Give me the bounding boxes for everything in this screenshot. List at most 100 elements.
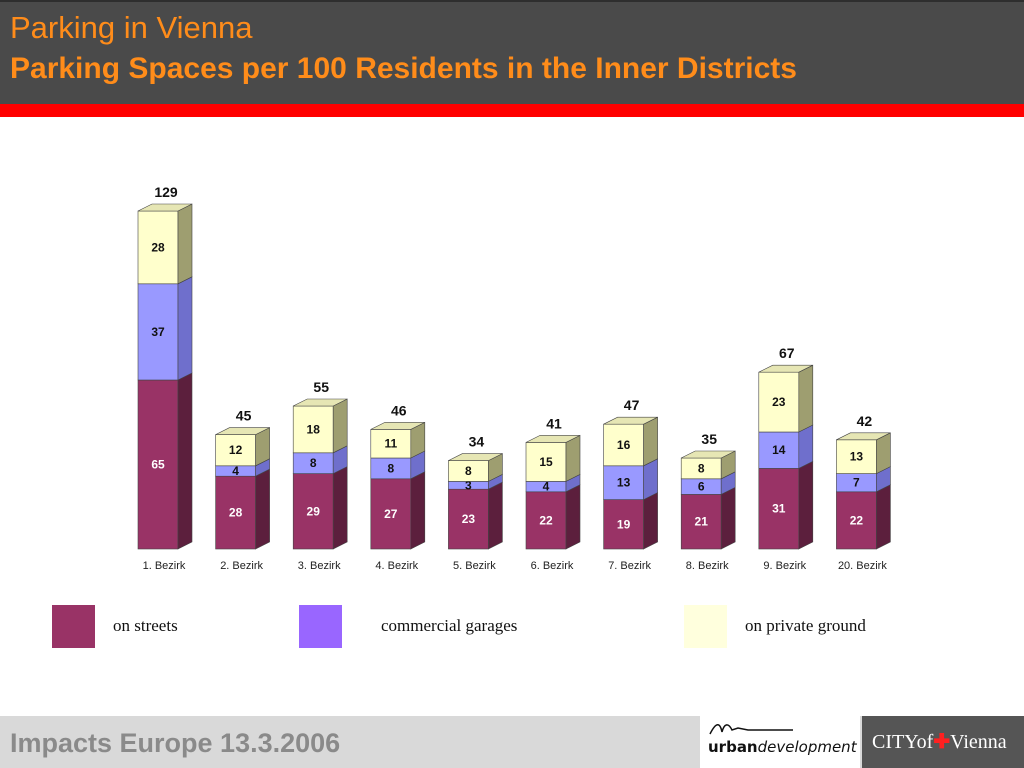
bar-segment-on-private-ground — [758, 371, 800, 433]
bar-total-label: 35 — [701, 431, 717, 447]
data-label-on-streets: 29 — [307, 504, 321, 518]
data-label-on-private-ground: 28 — [151, 240, 165, 254]
bar-top-face — [603, 416, 658, 425]
bar-total-label: 41 — [546, 415, 562, 431]
category-tick-label: 20. Bezirk — [838, 560, 887, 572]
data-label-commercial-garages: 4 — [543, 480, 550, 494]
data-label-on-streets: 21 — [695, 515, 709, 529]
category-tick-label: 6. Bezirk — [531, 560, 574, 572]
bar-total-label: 67 — [779, 345, 795, 361]
data-label-on-streets: 27 — [384, 507, 398, 521]
bar-segment-on-streets — [137, 379, 179, 550]
data-label-on-private-ground: 12 — [229, 443, 243, 457]
bar-side-on-private-ground — [643, 416, 658, 467]
data-label-on-streets: 19 — [617, 517, 631, 531]
footer-bar: Impacts Europe 13.3.2006 urbandevelopmen… — [0, 716, 1024, 768]
data-label-on-private-ground: 15 — [539, 455, 553, 469]
bar-side-on-private-ground — [565, 434, 581, 482]
city-of-vienna-logo: CITYof✚Vienna — [862, 716, 1024, 768]
header-bar: Parking in Vienna Parking Spaces per 100… — [0, 0, 1024, 104]
signature-scribble-icon — [709, 724, 793, 735]
bar-side-on-streets — [488, 481, 503, 550]
page-title: Parking in Vienna — [10, 10, 253, 45]
category-tick-label: 4. Bezirk — [375, 560, 418, 572]
bar-side-on-streets — [332, 466, 348, 550]
bar-total-label: 46 — [391, 402, 407, 418]
data-label-on-streets: 31 — [772, 502, 786, 516]
bar-side-on-streets — [643, 492, 658, 550]
data-label-commercial-garages: 8 — [310, 456, 317, 470]
bar-total-label: 34 — [469, 434, 485, 450]
bar-total-label: 47 — [624, 397, 640, 413]
urban-development-logo: urbandevelopment — [700, 716, 860, 768]
data-label-commercial-garages: 4 — [232, 464, 239, 478]
category-tick-label: 8. Bezirk — [686, 560, 729, 572]
bar-top-face — [293, 398, 348, 407]
bar-segment-on-streets — [525, 491, 567, 550]
bar-side-commercial-garages — [798, 424, 814, 469]
data-label-on-private-ground: 13 — [850, 450, 864, 464]
bar-segment-commercial-garages — [758, 431, 800, 469]
data-label-on-private-ground: 18 — [307, 422, 321, 436]
bar-side-on-streets — [255, 468, 270, 550]
city-logo-post: Vienna — [950, 731, 1007, 753]
legend-swatch-commercial-garages — [299, 605, 342, 648]
data-label-on-streets: 22 — [539, 513, 553, 527]
bar-segment-on-private-ground — [836, 439, 877, 474]
category-tick-label: 7. Bezirk — [608, 560, 651, 572]
bar-segment-on-private-ground — [292, 405, 334, 454]
cross-icon: ✚ — [933, 731, 951, 753]
category-tick-label: 1. Bezirk — [143, 560, 186, 572]
data-label-on-private-ground: 23 — [772, 395, 786, 409]
data-label-commercial-garages: 6 — [698, 480, 705, 494]
bar-segment-commercial-garages — [137, 283, 179, 381]
data-label-commercial-garages: 3 — [465, 478, 472, 492]
bar-total-label: 129 — [154, 184, 178, 200]
category-tick-label: 5. Bezirk — [453, 560, 496, 572]
footer-text: Impacts Europe 13.3.2006 — [10, 728, 341, 758]
legend-label-on-streets: on streets — [113, 616, 178, 635]
data-label-commercial-garages: 8 — [387, 461, 394, 475]
bar-side-on-streets — [876, 484, 891, 550]
data-label-commercial-garages: 37 — [151, 325, 165, 339]
urban-logo-italic: development — [757, 738, 857, 756]
legend-label-on-private-ground: on private ground — [745, 616, 866, 635]
bar-segment-on-streets — [215, 475, 256, 550]
bar-total-label: 55 — [313, 379, 329, 395]
category-tick-label: 3. Bezirk — [298, 560, 341, 572]
bar-segment-on-streets — [603, 499, 644, 550]
bar-top-face — [137, 203, 193, 212]
legend-label-commercial-garages: commercial garages — [381, 616, 518, 635]
data-label-commercial-garages: 13 — [617, 476, 631, 490]
bar-top-face — [215, 427, 270, 435]
bar-side-on-streets — [798, 460, 814, 550]
city-logo-pre: CITYof — [872, 731, 934, 753]
bar-top-face — [836, 432, 891, 441]
data-label-on-streets: 28 — [229, 506, 243, 520]
category-tick-label: 2. Bezirk — [220, 560, 263, 572]
bar-side-on-private-ground — [177, 203, 193, 285]
legend-swatch-on-streets — [52, 605, 95, 648]
bar-side-on-streets — [565, 484, 581, 550]
data-label-on-streets: 23 — [462, 512, 476, 526]
bar-segment-on-streets — [292, 473, 334, 550]
bar-segment-on-streets — [370, 478, 412, 550]
bar-total-label: 45 — [236, 408, 252, 424]
bar-side-commercial-garages — [177, 276, 193, 381]
bar-top-face — [525, 435, 581, 443]
bar-segment-on-streets — [836, 491, 877, 550]
category-tick-label: 9. Bezirk — [763, 560, 806, 572]
bar-segment-on-private-ground — [603, 423, 644, 467]
bar-total-label: 42 — [857, 413, 873, 429]
data-label-on-streets: 22 — [850, 513, 864, 527]
bar-segment-on-streets — [448, 488, 489, 550]
bar-top-face — [370, 422, 425, 430]
legend-swatch-on-private-ground — [684, 605, 727, 648]
data-label-commercial-garages: 14 — [772, 443, 786, 457]
bar-segment-on-private-ground — [215, 434, 256, 467]
accent-divider — [0, 104, 1024, 117]
bar-top-face — [758, 364, 813, 373]
data-label-on-private-ground: 16 — [617, 438, 631, 452]
data-label-commercial-garages: 7 — [853, 476, 860, 490]
bar-top-face — [448, 453, 503, 461]
